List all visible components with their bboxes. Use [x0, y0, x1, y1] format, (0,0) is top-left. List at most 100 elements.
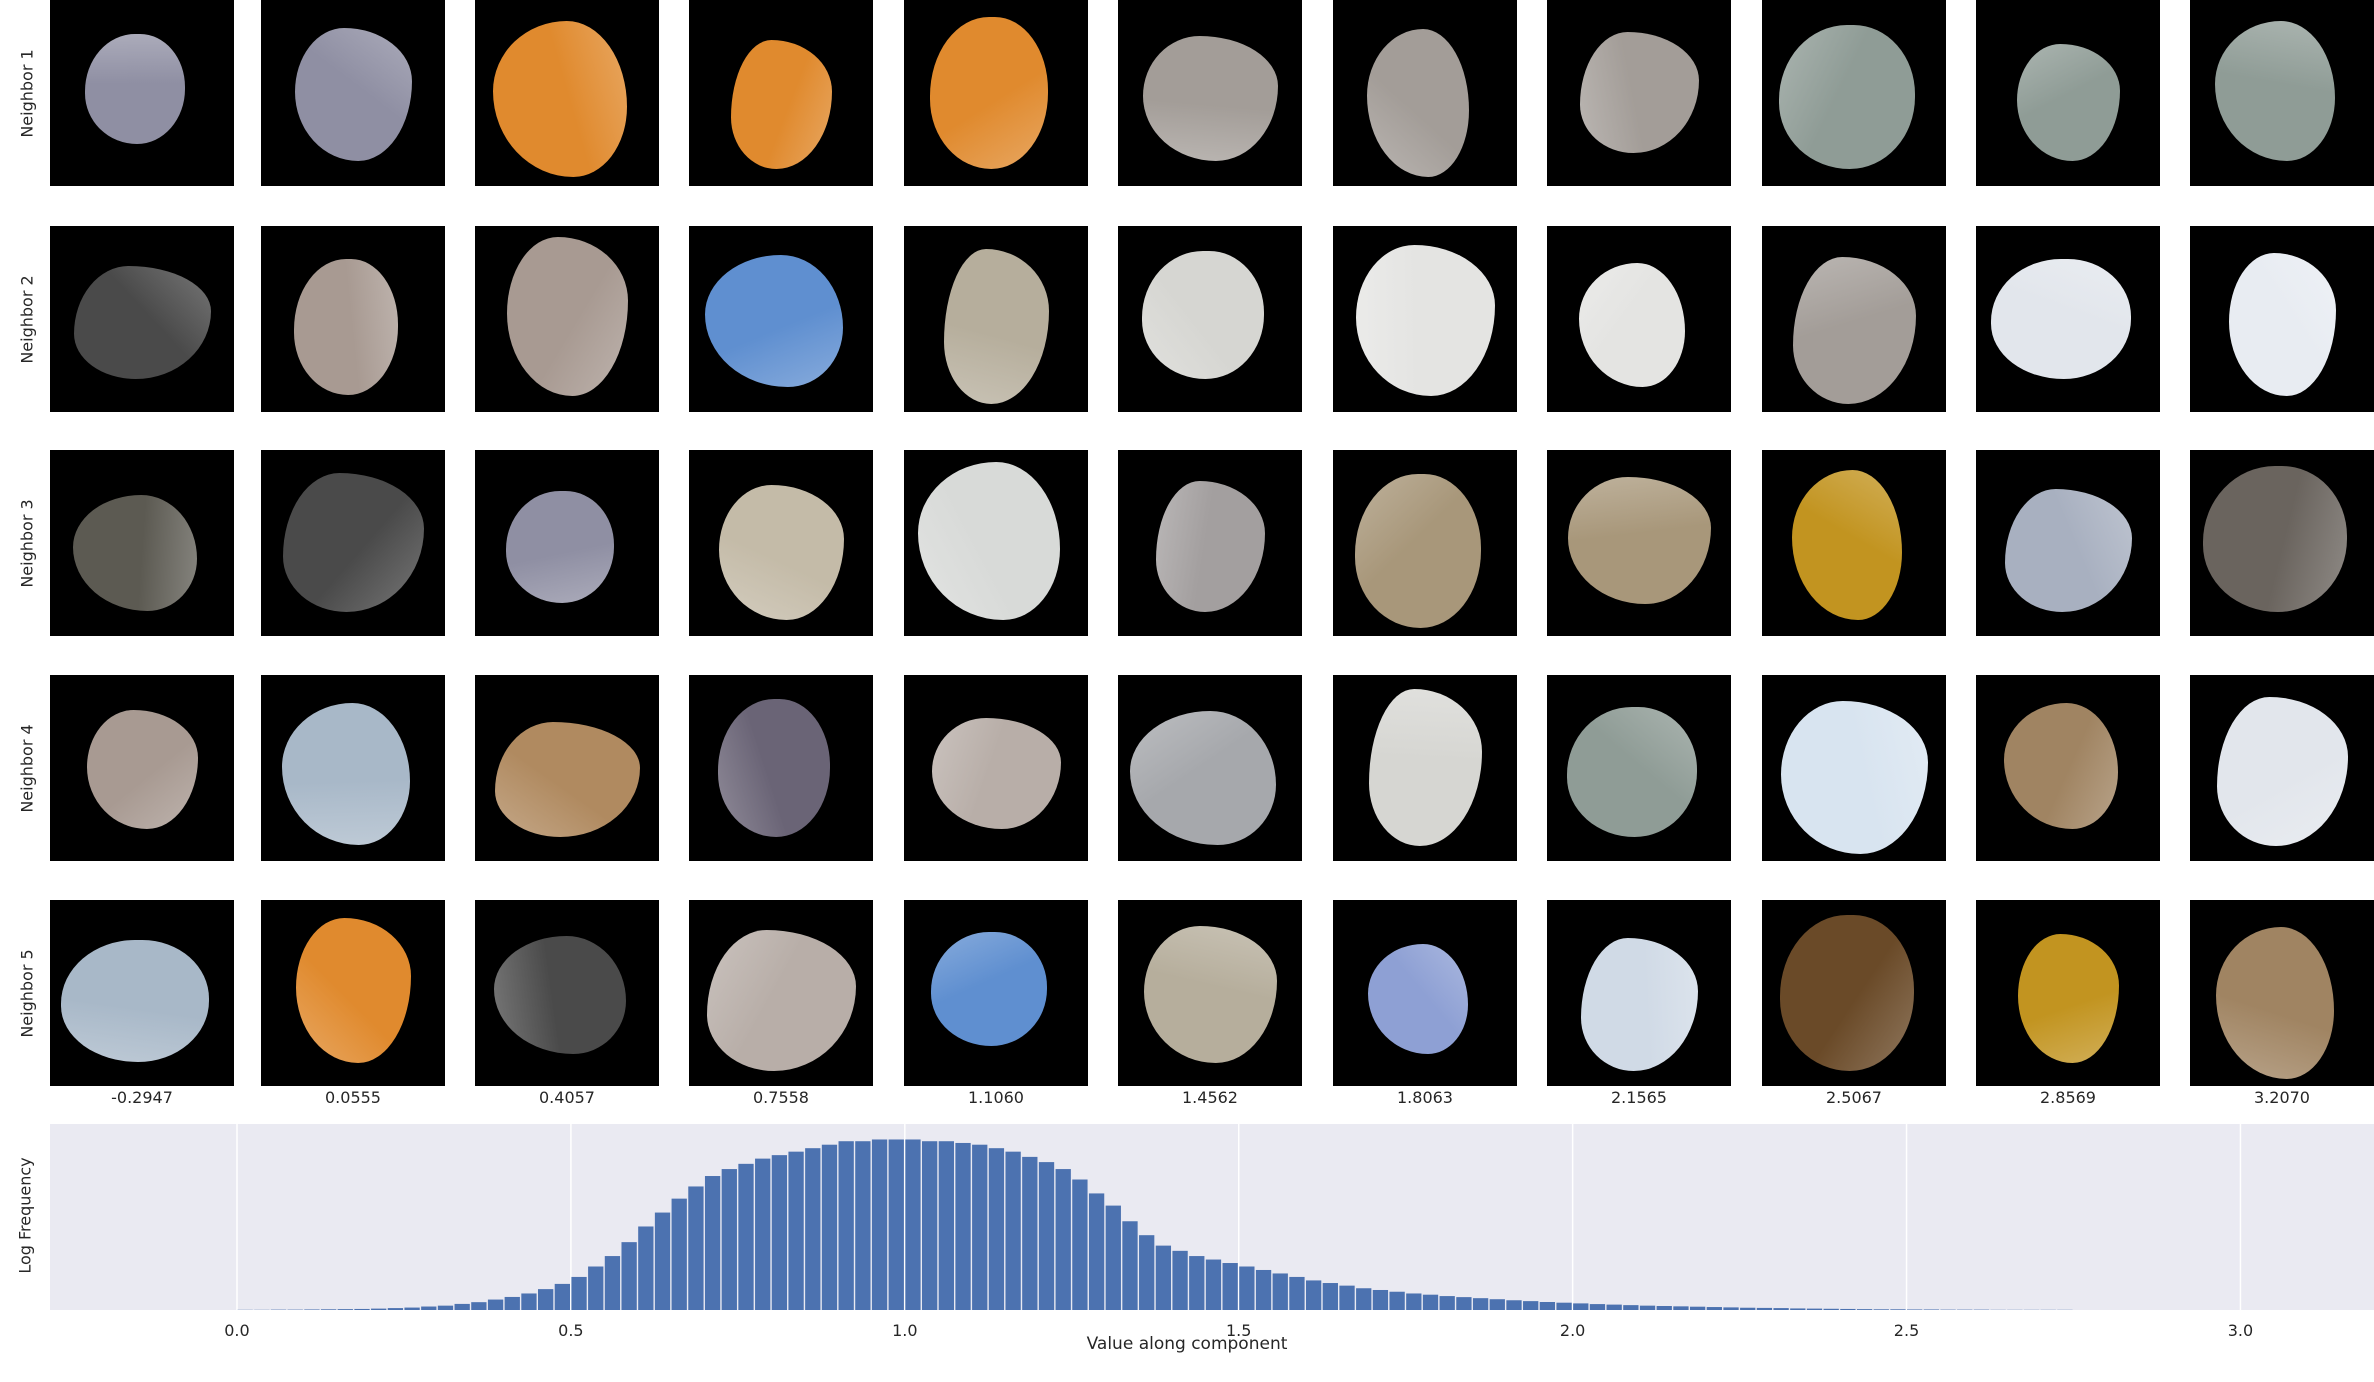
row-label: Neighbor 2 — [17, 274, 37, 364]
histogram-bar — [938, 1141, 954, 1310]
histogram-bar — [571, 1276, 587, 1310]
segment-blob — [1567, 707, 1697, 837]
histogram-bar — [638, 1226, 654, 1310]
histogram-bar — [1022, 1156, 1038, 1310]
neighbor-image-tile — [2190, 450, 2374, 636]
histogram-bar — [1205, 1259, 1222, 1310]
histogram-bar — [554, 1283, 570, 1310]
histogram-bar — [1740, 1307, 1756, 1310]
neighbor-image-tile — [1333, 450, 1517, 636]
neighbor-image-tile — [261, 450, 445, 636]
neighbor-image-tile — [689, 675, 873, 861]
histogram-bar — [888, 1139, 904, 1310]
histogram-bar — [1255, 1269, 1272, 1310]
histogram-bar — [1506, 1300, 1522, 1310]
neighbor-image-tile — [50, 675, 234, 861]
neighbor-image-tile — [1547, 675, 1731, 861]
segment-blob — [1780, 915, 1914, 1071]
histogram-bar — [1790, 1308, 1806, 1310]
neighbor-image-tile — [475, 675, 659, 861]
histogram-bar — [1907, 1309, 1923, 1310]
segment-blob — [943, 248, 1049, 404]
histogram-bar — [1823, 1308, 1839, 1310]
neighbor-image-tile — [1976, 0, 2160, 186]
histogram-bar — [922, 1141, 938, 1310]
neighbor-image-tile — [1547, 226, 1731, 412]
histogram-bar — [337, 1309, 353, 1310]
histogram-bar — [487, 1299, 504, 1310]
histogram-bar — [1589, 1304, 1606, 1310]
segment-blob — [61, 940, 209, 1062]
segment-blob — [1142, 35, 1278, 161]
histogram-bar — [1756, 1307, 1773, 1310]
histogram-bar — [1689, 1306, 1706, 1310]
histogram: Log Frequency 0.0 0.5 1.0 1.5 2.0 2.5 3.0 — [0, 1120, 2374, 1382]
neighbor-image-tile — [475, 226, 659, 412]
neighbor-image-tile — [1118, 450, 1302, 636]
segment-blob — [705, 255, 843, 387]
neighbor-image-tile — [1762, 226, 1946, 412]
neighbor-image-tile — [2190, 0, 2374, 186]
segment-blob — [2215, 21, 2335, 161]
histogram-bar — [1706, 1307, 1722, 1310]
histogram-bar — [1673, 1306, 1689, 1310]
neighbor-image-tile — [2190, 900, 2374, 1086]
neighbor-image-tile — [50, 226, 234, 412]
segment-blob — [282, 472, 424, 612]
segment-blob — [73, 495, 197, 611]
neighbor-image-tile — [1547, 450, 1731, 636]
histogram-bar — [1639, 1305, 1656, 1310]
histogram-bar — [688, 1186, 704, 1310]
x-tick-label: 1.0 — [892, 1321, 917, 1340]
histogram-bar — [1406, 1293, 1422, 1310]
neighbor-image-tile — [1976, 226, 2160, 412]
column-value-label: -0.2947 — [111, 1088, 173, 1107]
segment-blob — [1579, 263, 1685, 387]
neighbor-image-tile — [50, 0, 234, 186]
neighbor-image-tile — [689, 226, 873, 412]
column-value-label: 3.2070 — [2254, 1088, 2310, 1107]
segment-blob — [1142, 251, 1264, 379]
column-value-label: 0.4057 — [539, 1088, 595, 1107]
histogram-bar — [1923, 1309, 1940, 1310]
x-tick-label: 2.0 — [1560, 1321, 1585, 1340]
column-value-label: 0.0555 — [325, 1088, 381, 1107]
histogram-bar — [838, 1141, 854, 1310]
neighbor-image-tile — [1762, 0, 1946, 186]
histogram-bar — [1356, 1288, 1372, 1310]
segment-blob — [1130, 711, 1276, 845]
row-label: Neighbor 5 — [17, 948, 37, 1038]
segment-blob — [706, 929, 856, 1071]
histogram-bar — [1072, 1179, 1088, 1310]
histogram-bar — [855, 1141, 871, 1310]
segment-blob — [494, 936, 626, 1054]
segment-blob — [506, 491, 614, 603]
histogram-bar — [1773, 1308, 1789, 1310]
neighbor-image-tile — [1762, 450, 1946, 636]
histogram-bar — [1723, 1307, 1739, 1310]
histogram-bar — [1439, 1296, 1455, 1310]
segment-blob — [493, 21, 627, 177]
column-value-label: 2.1565 — [1611, 1088, 1667, 1107]
segment-blob — [1143, 925, 1277, 1063]
x-tick-label: 1.5 — [1226, 1321, 1251, 1340]
histogram-bar — [1573, 1303, 1589, 1310]
histogram-bar — [1189, 1256, 1205, 1310]
neighbor-image-tile — [904, 0, 1088, 186]
histogram-bar — [1105, 1205, 1121, 1310]
histogram-bar — [504, 1296, 520, 1310]
histogram-bar — [1005, 1151, 1021, 1310]
row-label: Neighbor 4 — [17, 723, 37, 813]
histogram-bar — [905, 1139, 921, 1310]
neighbor-image-tile — [1762, 900, 1946, 1086]
neighbor-image-tile — [475, 0, 659, 186]
segment-blob — [2216, 927, 2334, 1079]
histogram-bar — [1539, 1301, 1556, 1310]
histogram-bar — [972, 1144, 988, 1310]
neighbor-image-tile — [904, 450, 1088, 636]
histogram-bar — [1472, 1298, 1489, 1310]
histogram-bar — [1272, 1273, 1288, 1310]
neighbor-image-tile — [261, 675, 445, 861]
neighbor-image-tile — [261, 226, 445, 412]
histogram-bar — [1322, 1283, 1338, 1310]
